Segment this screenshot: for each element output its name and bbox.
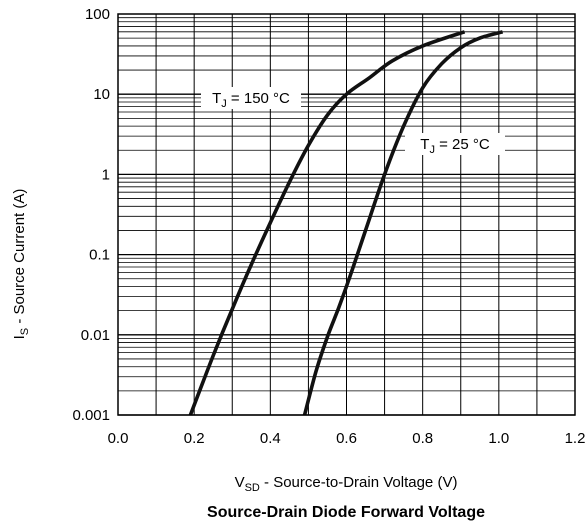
y-axis-label: IS - Source Current (A) [11, 189, 31, 340]
curve-tj-150 [188, 30, 466, 416]
x-tick-label: 0.4 [260, 430, 281, 447]
series-label-tj-25: TJ = 25 °C [420, 136, 490, 156]
series-label-bg [405, 133, 505, 155]
y-tick-labels: 0.001 0.01 0.1 1 10 100 [72, 6, 110, 424]
x-axis-label: VSD - Source-to-Drain Voltage (V) [235, 474, 458, 494]
x-tick-label: 1.0 [488, 430, 509, 447]
major-gridlines [118, 14, 575, 416]
y-tick-label: 10 [93, 86, 110, 103]
series-labels: TJ = 150 °C TJ = 25 °C [201, 87, 505, 156]
y-tick-label: 100 [85, 6, 110, 23]
plot-frame [117, 13, 576, 416]
chart-title: Source-Drain Diode Forward Voltage [207, 504, 485, 521]
x-tick-label: 0.8 [412, 430, 433, 447]
x-tick-label: 0.0 [108, 430, 129, 447]
x-tick-label: 0.6 [336, 430, 357, 447]
y-tick-label: 0.001 [72, 407, 110, 424]
series-label-tj-150: TJ = 150 °C [212, 90, 290, 110]
x-tick-label: 1.2 [565, 430, 586, 447]
series-curves [188, 30, 504, 416]
y-tick-label: 1 [102, 166, 110, 183]
y-tick-label: 0.01 [81, 327, 110, 344]
x-tick-label: 0.2 [184, 430, 205, 447]
series-label-bg [201, 87, 301, 109]
y-tick-label: 0.1 [89, 247, 110, 264]
curve-tj-25 [302, 30, 504, 416]
x-tick-labels: 0.0 0.2 0.4 0.6 0.8 1.0 1.2 [108, 430, 586, 447]
